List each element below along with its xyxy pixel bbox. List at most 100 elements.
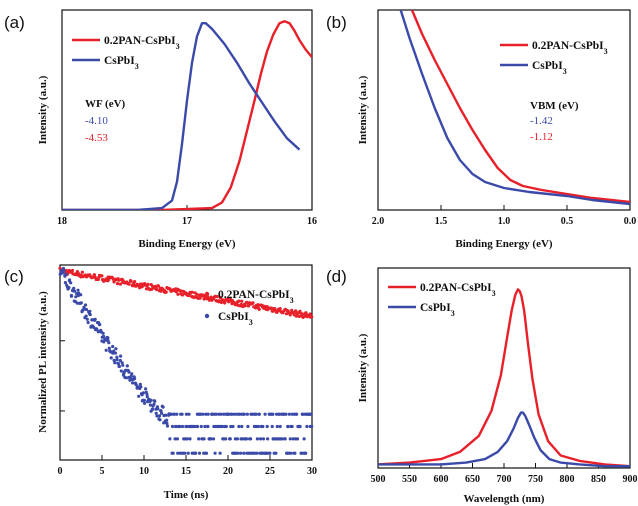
scatter-point-c-1 — [72, 286, 76, 290]
scatter-point-c-1 — [174, 424, 178, 429]
scatter-point-c-0 — [297, 314, 301, 319]
scatter-point-c-1 — [83, 303, 88, 307]
scatter-point-c-1 — [119, 354, 123, 358]
scatter-point-c-0 — [284, 312, 289, 316]
scatter-point-c-1 — [116, 362, 121, 366]
scatter-point-c-0 — [215, 295, 219, 299]
scatter-point-c-1 — [232, 412, 236, 416]
scatter-point-c-1 — [84, 314, 88, 318]
scatter-point-c-1 — [79, 293, 83, 297]
scatter-point-c-0 — [164, 290, 168, 294]
x-tick-label-b-4: 0.0 — [624, 216, 637, 227]
scatter-point-c-0 — [176, 292, 180, 296]
scatter-point-c-1 — [214, 412, 218, 416]
x-tick-label-b-2: 1.0 — [498, 216, 511, 227]
scatter-point-c-1 — [284, 412, 288, 416]
panel-d-legend: 0.2PAN-CsPbI3 CsPbI3 — [388, 282, 496, 318]
scatter-point-c-1 — [79, 301, 83, 305]
scatter-point-c-1 — [102, 334, 106, 338]
scatter-point-c-1 — [255, 451, 259, 455]
scatter-point-c-1 — [160, 411, 164, 415]
scatter-point-c-0 — [155, 288, 159, 292]
scatter-point-c-1 — [197, 437, 201, 441]
legend-c-blue-marker — [204, 313, 210, 319]
scatter-point-c-1 — [278, 424, 282, 429]
legend-a-blue-label: CsPbI3 — [104, 55, 139, 71]
scatter-point-c-1 — [114, 347, 118, 351]
scatter-point-c-1 — [85, 317, 89, 321]
scatter-point-c-0 — [118, 282, 122, 286]
panel-c-series — [58, 266, 314, 455]
scatter-point-c-0 — [240, 299, 244, 303]
scatter-point-c-1 — [268, 451, 272, 455]
scatter-point-c-1 — [298, 424, 302, 429]
scatter-point-c-1 — [228, 437, 232, 441]
scatter-point-c-1 — [62, 269, 66, 273]
scatter-point-c-1 — [156, 407, 160, 411]
scatter-point-c-1 — [188, 437, 192, 441]
scatter-point-c-1 — [195, 424, 200, 429]
scatter-point-c-1 — [180, 424, 185, 429]
panel-d-label: (d) — [326, 267, 347, 286]
panel-d-frame — [377, 267, 631, 469]
scatter-point-c-1 — [310, 424, 314, 429]
x-tick-label-d-4: 700 — [497, 474, 512, 485]
scatter-point-c-0 — [159, 289, 163, 293]
scatter-point-c-1 — [186, 451, 190, 455]
scatter-point-c-0 — [218, 296, 222, 300]
scatter-point-c-1 — [255, 437, 259, 441]
scatter-point-c-1 — [224, 437, 228, 441]
panel-b-series — [399, 10, 630, 206]
scatter-point-c-1 — [144, 387, 148, 391]
scatter-point-c-1 — [93, 317, 97, 321]
legend-c-red-marker — [204, 291, 210, 297]
scatter-point-c-1 — [165, 418, 169, 422]
x-tick-label-c-1: 5 — [100, 466, 105, 477]
x-tick-label-d-3: 650 — [465, 474, 480, 485]
wf-title: WF (eV) — [85, 98, 126, 110]
scatter-point-c-1 — [235, 437, 239, 441]
scatter-point-c-0 — [195, 292, 199, 296]
scatter-point-c-1 — [261, 424, 265, 429]
scatter-point-c-1 — [125, 376, 129, 380]
scatter-point-c-1 — [84, 307, 88, 312]
scatter-point-c-1 — [288, 437, 292, 441]
scatter-point-c-1 — [164, 413, 168, 417]
series-line-d-1 — [378, 411, 630, 468]
scatter-point-c-1 — [206, 412, 210, 416]
scatter-point-c-1 — [157, 414, 162, 418]
scatter-point-c-1 — [111, 344, 115, 349]
x-tick-label-c-6: 30 — [307, 466, 317, 477]
x-tick-label-d-6: 800 — [560, 474, 575, 485]
scatter-point-c-1 — [165, 421, 169, 425]
scatter-point-c-1 — [76, 288, 80, 292]
scatter-point-c-1 — [236, 451, 240, 455]
scatter-point-c-0 — [180, 293, 185, 297]
scatter-point-c-1 — [113, 351, 117, 355]
scatter-point-c-1 — [185, 424, 189, 429]
scatter-point-c-0 — [294, 314, 298, 318]
scatter-point-c-1 — [201, 412, 205, 416]
legend-a-red-label: 0.2PAN-CsPbI3 — [104, 35, 180, 51]
scatter-point-c-1 — [230, 412, 234, 416]
scatter-point-c-1 — [277, 412, 281, 416]
scatter-point-c-1 — [199, 412, 203, 416]
vbm-value-blue: -1.42 — [530, 115, 553, 127]
scatter-point-c-1 — [283, 437, 287, 441]
scatter-point-c-1 — [175, 412, 179, 416]
scatter-point-c-1 — [249, 437, 253, 441]
scatter-point-c-1 — [139, 385, 143, 389]
scatter-point-c-1 — [245, 412, 249, 416]
legend-d-blue-label: CsPbI3 — [420, 302, 455, 318]
scatter-point-c-1 — [107, 346, 111, 350]
scatter-point-c-1 — [64, 272, 68, 276]
scatter-point-c-1 — [271, 412, 275, 416]
scatter-point-c-1 — [96, 330, 100, 334]
scatter-point-c-0 — [127, 282, 131, 286]
scatter-point-c-0 — [243, 304, 247, 308]
legend-b-red-label: 0.2PAN-CsPbI3 — [532, 40, 608, 56]
scatter-point-c-1 — [231, 424, 235, 429]
scatter-point-c-1 — [158, 418, 162, 422]
scatter-point-c-1 — [119, 369, 123, 373]
series-line-a-0 — [62, 20, 312, 210]
